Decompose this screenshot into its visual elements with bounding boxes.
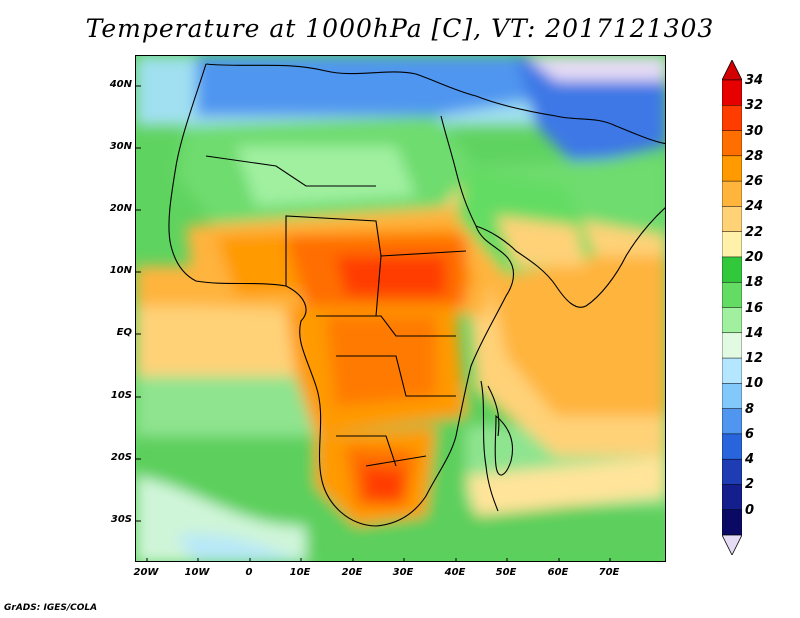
map-field-svg — [136, 56, 665, 561]
colorbar-label: 16 — [745, 300, 764, 316]
temperature-map — [135, 55, 666, 562]
colorbar-label: 4 — [745, 452, 755, 468]
colorbar-bin — [722, 484, 742, 511]
lat-label-eq: EQ — [116, 327, 132, 338]
coastlines — [168, 63, 665, 527]
colorbar-bin — [722, 206, 742, 233]
lon-label-70e: 70E — [598, 567, 620, 578]
colorbar-bin — [722, 332, 742, 359]
colorbar-bin — [722, 383, 742, 410]
lon-label-40e: 40E — [444, 567, 466, 578]
colorbar-label: 30 — [745, 123, 764, 139]
colorbar-bin — [722, 433, 742, 460]
colorbar — [722, 60, 742, 555]
colorbar-label: 22 — [745, 224, 764, 240]
colorbar-bin — [722, 256, 742, 283]
colorbar-label: 12 — [745, 351, 764, 367]
lon-label-20w: 20W — [133, 567, 159, 578]
colorbar-bin — [722, 180, 742, 207]
grid-ticks — [136, 85, 611, 561]
lon-label-10w: 10W — [184, 567, 210, 578]
colorbar-label: 32 — [745, 98, 764, 114]
lat-label-30s: 30S — [110, 514, 132, 525]
lat-label-10s: 10S — [110, 390, 132, 401]
colorbar-bin — [722, 281, 742, 309]
colorbar-label: 20 — [745, 249, 764, 265]
lat-label-20s: 20S — [110, 452, 132, 463]
colorbar-bin — [722, 105, 742, 132]
lon-label-30e: 30E — [392, 567, 414, 578]
colorbar-label: 28 — [745, 148, 764, 164]
colorbar-bin — [722, 79, 742, 106]
colorbar-under-triangle — [722, 534, 742, 555]
colorbar-bin — [722, 231, 742, 258]
lat-label-20n: 20N — [109, 203, 132, 214]
colorbar-bin — [722, 458, 742, 485]
colorbar-bin — [722, 408, 742, 435]
colorbar-bin — [722, 130, 742, 157]
temperature-field — [136, 56, 665, 561]
lon-label-50e: 50E — [495, 567, 517, 578]
lon-label-10e: 10E — [289, 567, 311, 578]
colorbar-bin — [722, 307, 742, 334]
colorbar-label: 0 — [745, 502, 755, 518]
footer-credit: GrADS: IGES/COLA — [4, 603, 98, 613]
colorbar-label: 14 — [745, 325, 764, 341]
colorbar-label: 6 — [745, 426, 755, 442]
lon-label-20e: 20E — [341, 567, 363, 578]
lat-label-10n: 10N — [109, 265, 132, 276]
colorbar-label: 34 — [745, 73, 764, 88]
colorbar-label: 26 — [745, 174, 764, 190]
colorbar-label: 10 — [745, 376, 764, 392]
map-title: Temperature at 1000hPa [C], VT: 20171213… — [85, 14, 715, 43]
colorbar-label: 24 — [745, 199, 764, 215]
colorbar-label: 18 — [745, 275, 764, 291]
colorbar-label: 8 — [745, 401, 755, 417]
colorbar-over-triangle — [722, 60, 742, 81]
colorbar-label: 2 — [745, 477, 755, 493]
lon-label-60e: 60E — [547, 567, 569, 578]
colorbar-bin — [722, 357, 742, 384]
colorbar-bin — [722, 155, 742, 182]
colorbar-bin — [722, 509, 742, 536]
lon-label-0: 0 — [245, 567, 253, 578]
lat-label-40n: 40N — [109, 79, 132, 90]
lat-label-30n: 30N — [109, 141, 132, 152]
